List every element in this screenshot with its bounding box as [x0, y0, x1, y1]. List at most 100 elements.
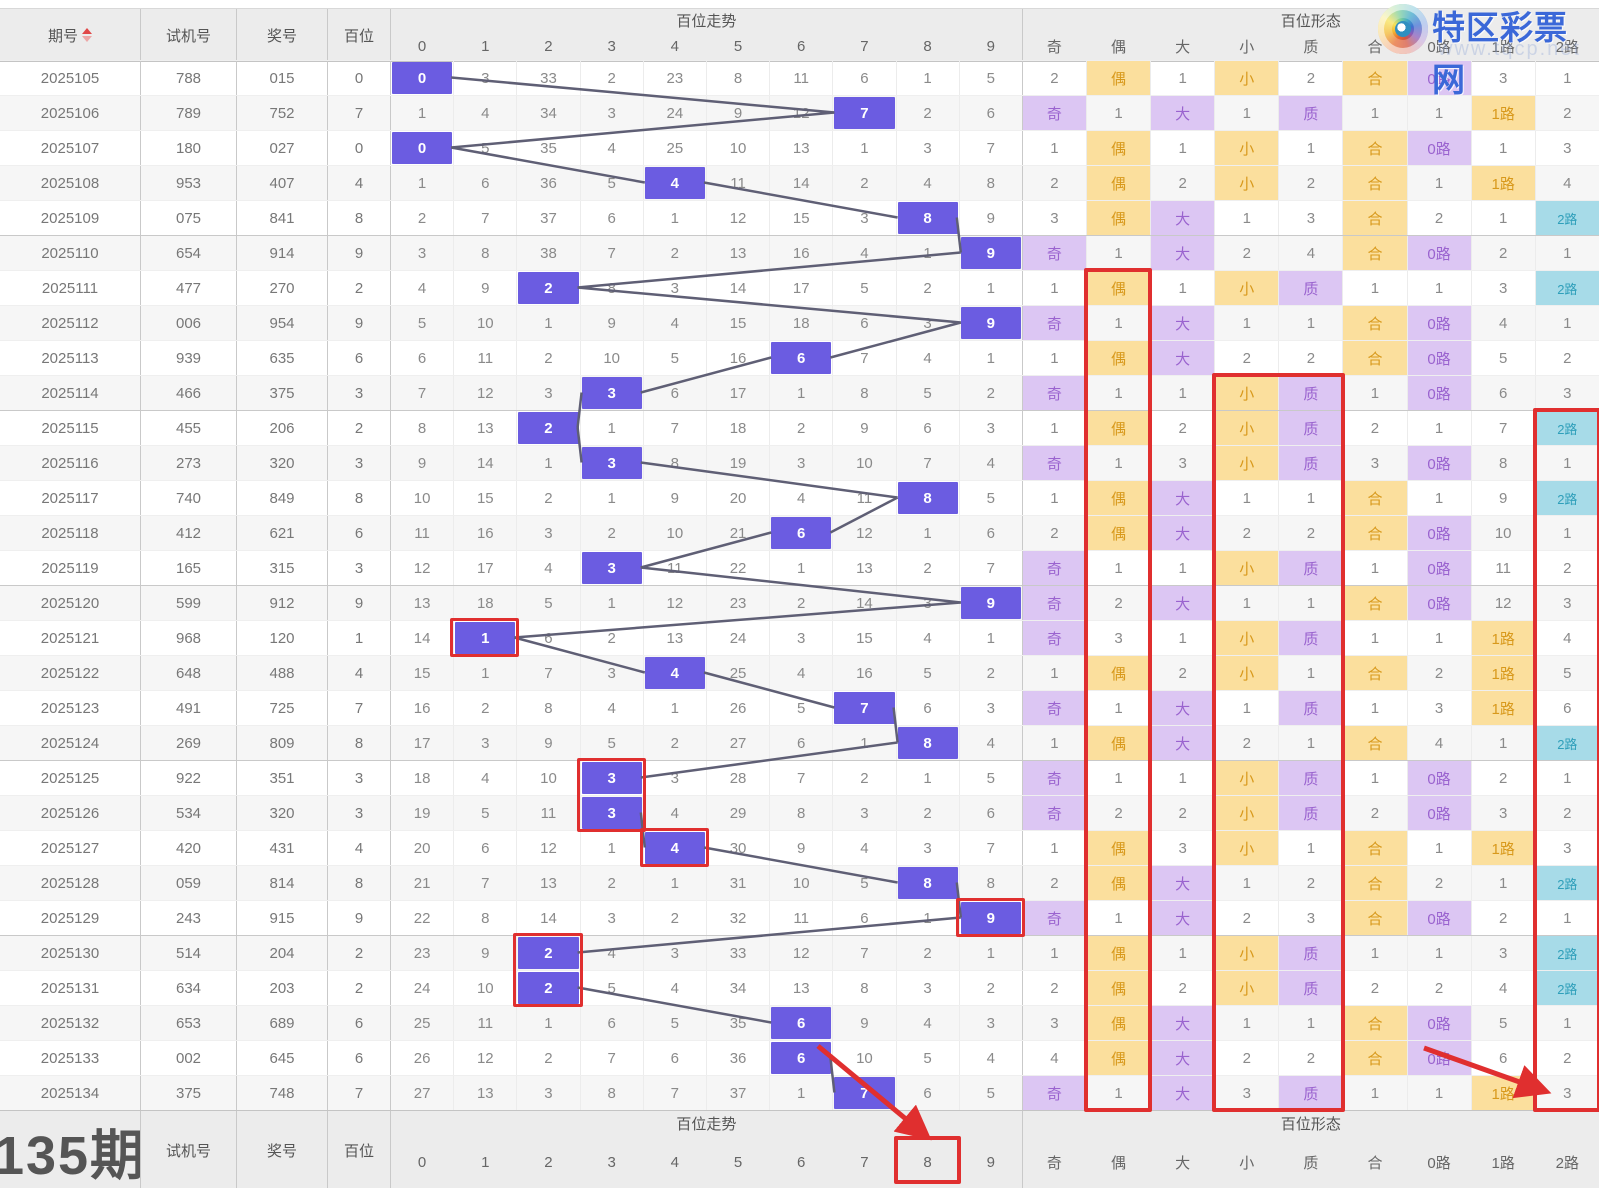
prize-number-cell: 748	[236, 1076, 327, 1110]
pattern-cell: 合	[1342, 481, 1407, 515]
trend-cell: 12	[390, 551, 453, 585]
trend-cell: 9	[832, 1006, 895, 1040]
footer-pattern-col-header-偶: 偶	[1085, 1135, 1150, 1188]
trend-cell: 7	[832, 1076, 895, 1110]
pattern-col-header-偶: 偶	[1085, 31, 1150, 61]
period-cell: 2025129	[40, 909, 100, 927]
pattern-cell: 2路	[1534, 411, 1599, 445]
trend-cell: 1	[832, 131, 895, 165]
trend-cell: 15	[832, 621, 895, 655]
hundreds-digit-cell: 3	[327, 761, 390, 795]
prize-number-cell: 270	[236, 271, 327, 305]
pattern-cell: 0路	[1406, 1006, 1471, 1040]
table-row: 2025126 534 320 3 19 5 11 3 4 29 8 3 2 6 奇 2 2 小质 2 0路 3 2	[0, 795, 1599, 830]
period-cell: 2025106	[40, 104, 100, 122]
trend-cell: 13	[453, 1076, 516, 1110]
trend-cell: 4	[895, 621, 959, 655]
trend-cell: 23	[705, 586, 769, 620]
pattern-cell: 2	[1214, 726, 1278, 760]
prize-number-cell: 315	[236, 551, 327, 585]
pattern-cell: 小	[1214, 131, 1279, 165]
trend-cell: 5	[895, 656, 959, 690]
pattern-cell: 1	[1342, 621, 1406, 655]
hundreds-digit-cell: 0	[327, 131, 390, 165]
pattern-cell: 3	[1085, 621, 1150, 655]
trend-cell: 33	[705, 936, 769, 970]
pattern-cell: 1	[1021, 271, 1086, 305]
trend-cell: 13	[769, 131, 832, 165]
trend-hit-cell: 7	[834, 1077, 895, 1109]
trend-cell: 3	[579, 656, 643, 690]
prize-number-cell: 351	[236, 761, 327, 795]
trend-cell: 5	[579, 166, 643, 200]
trend-cell: 24	[642, 96, 706, 130]
trend-cell: 5	[390, 306, 453, 340]
trend-cell: 19	[390, 796, 453, 830]
trend-cell: 5	[579, 971, 643, 1005]
trend-col-header-0: 0	[390, 31, 453, 61]
trend-col-header-9: 9	[958, 31, 1022, 61]
table-row: 2025122 648 488 4 15 1 7 3 4 25 4 16 5 2 1 偶 2 小 1 合 2 1路 5	[0, 655, 1599, 690]
footer-pattern-col-header-2路: 2路	[1534, 1135, 1599, 1188]
test-number-cell: 412	[140, 516, 236, 550]
table-row: 2025109 075 841 8 2 7 37 6 1 12 15 3 8 9 3 偶大 1 3 合 2 1 2路	[0, 200, 1599, 235]
trend-cell: 12	[453, 376, 516, 410]
trend-hit-cell: 7	[834, 97, 895, 129]
footer-pattern-col-header-大: 大	[1150, 1135, 1214, 1188]
test-number-cell: 740	[140, 481, 236, 515]
pattern-cell: 0路	[1406, 551, 1471, 585]
test-number-cell: 922	[140, 761, 236, 795]
hundreds-digit-cell: 8	[327, 481, 390, 515]
trend-cell: 14	[769, 166, 832, 200]
test-number-cell: 002	[140, 1041, 236, 1075]
trend-cell: 21	[705, 516, 769, 550]
pattern-cell: 2	[1085, 796, 1150, 830]
trend-cell: 5	[453, 131, 516, 165]
header-col-0[interactable]: 期号	[0, 9, 140, 61]
trend-cell: 1	[642, 201, 706, 235]
period-cell: 2025116	[41, 454, 99, 472]
trend-cell: 4	[832, 831, 895, 865]
pattern-cell: 1	[1214, 1006, 1278, 1040]
period-cell: 2025121	[40, 629, 100, 647]
pattern-cell: 2	[1534, 1041, 1599, 1075]
trend-hit-cell: 4	[644, 832, 705, 864]
trend-cell: 8	[895, 481, 959, 515]
trend-cell: 11	[642, 551, 706, 585]
trend-col-header-3: 3	[579, 31, 643, 61]
sort-icon[interactable]	[82, 28, 92, 42]
trend-cell: 27	[705, 726, 769, 760]
trend-cell: 1	[453, 656, 516, 690]
pattern-cell: 2	[1150, 656, 1214, 690]
footer-pattern-col-header-合: 合	[1342, 1135, 1406, 1188]
pattern-cell: 大	[1150, 516, 1215, 550]
trend-cell: 3	[895, 306, 959, 340]
trend-cell: 11	[832, 481, 895, 515]
trend-cell: 28	[705, 761, 769, 795]
trend-cell: 3	[769, 446, 832, 480]
trend-hit-cell: 2	[518, 937, 579, 969]
pattern-cell: 1	[1342, 271, 1406, 305]
trend-cell: 11	[769, 901, 832, 935]
pattern-cell: 偶	[1085, 936, 1151, 970]
test-number-cell: 514	[140, 936, 236, 970]
trend-cell: 3	[453, 61, 516, 95]
pattern-cell: 大	[1150, 726, 1215, 760]
trend-cell: 5	[642, 341, 706, 375]
pattern-cell: 2	[1534, 551, 1599, 585]
trend-cell: 10	[516, 761, 579, 795]
trend-cell: 8	[895, 866, 959, 900]
trend-cell: 2	[895, 551, 959, 585]
pattern-cell: 质	[1278, 411, 1343, 445]
table-row: 2025111 477 270 2 4 9 2 8 3 14 17 5 2 1 1 偶 1 小质 1 1 3 2路	[0, 270, 1599, 305]
pattern-cell: 1	[1021, 831, 1086, 865]
trend-cell: 5	[642, 1006, 706, 1040]
pattern-cell: 小	[1214, 166, 1279, 200]
trend-cell: 16	[769, 236, 832, 270]
trend-cell: 6	[453, 166, 516, 200]
trend-cell: 1	[769, 1076, 832, 1110]
period-cell: 2025111	[41, 279, 99, 297]
pattern-cell: 0路	[1406, 1041, 1471, 1075]
trend-cell: 20	[390, 831, 453, 865]
trend-cell: 8	[579, 1076, 643, 1110]
